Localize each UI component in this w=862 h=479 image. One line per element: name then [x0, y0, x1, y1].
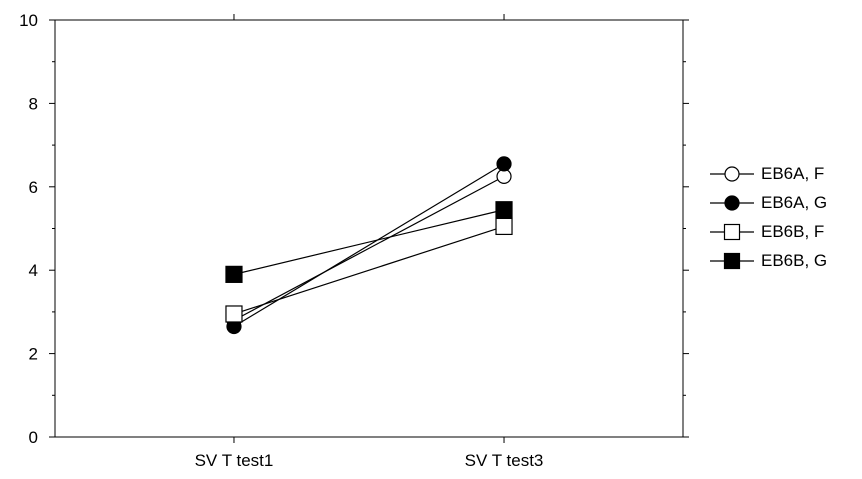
data-point: [225, 265, 243, 283]
legend-marker-circle-filled: [710, 194, 754, 211]
y-tick-label: 2: [29, 345, 38, 364]
series-line: [233, 209, 505, 275]
y-tick-label: 6: [29, 178, 38, 197]
data-point: [495, 217, 513, 236]
plot-frame: [54, 19, 684, 438]
series-line: [233, 225, 505, 315]
y-tick-label: 10: [19, 11, 38, 30]
y-tick-label: 0: [29, 428, 38, 447]
y-tick-label: 8: [29, 94, 38, 113]
legend-label: EB6B, G: [761, 250, 828, 270]
legend-marker-square-filled: [710, 252, 754, 269]
legend-item: EB6B, F: [708, 217, 827, 246]
series-line: [233, 175, 505, 321]
series-markers: [225, 156, 513, 335]
legend-label: EB6A, F: [761, 163, 825, 183]
series-lines: [233, 163, 505, 328]
x-tick-label: SV T test1: [195, 451, 274, 470]
series-line: [233, 163, 505, 328]
y-tick-label: 4: [29, 261, 38, 280]
y-axis: 0 2 4 6 8 10: [19, 11, 689, 447]
legend-label: EB6B, F: [761, 221, 825, 241]
data-point: [496, 168, 512, 184]
legend-item: EB6B, G: [708, 246, 827, 275]
x-tick-label: SV T test3: [465, 451, 544, 470]
legend-marker-circle-open: [710, 165, 754, 182]
data-point: [225, 305, 243, 323]
legend-item: EB6A, F: [708, 159, 827, 188]
data-point: [495, 201, 513, 219]
legend-marker-square-open: [710, 223, 754, 240]
data-point: [496, 156, 512, 172]
legend: EB6A, F EB6A, G EB6B, F EB6B, G: [708, 159, 827, 275]
legend-label: EB6A, G: [761, 192, 828, 212]
legend-item: EB6A, G: [708, 188, 827, 217]
x-axis: SV T test1 SV T test3: [195, 14, 544, 470]
